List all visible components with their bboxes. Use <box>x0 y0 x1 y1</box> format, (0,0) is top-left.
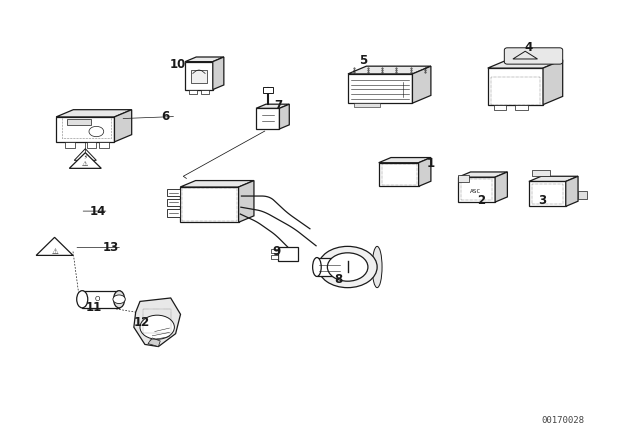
FancyBboxPatch shape <box>504 48 563 64</box>
Polygon shape <box>379 163 419 186</box>
Bar <box>271 249 278 253</box>
Polygon shape <box>180 187 239 222</box>
Polygon shape <box>566 176 578 207</box>
Polygon shape <box>348 74 412 103</box>
Bar <box>189 90 196 94</box>
Polygon shape <box>348 66 431 74</box>
Text: 14: 14 <box>90 205 106 218</box>
Polygon shape <box>529 176 578 181</box>
Bar <box>532 184 563 204</box>
Text: 9: 9 <box>273 246 281 258</box>
Polygon shape <box>543 60 563 105</box>
Text: 12: 12 <box>134 316 150 329</box>
Text: 1: 1 <box>426 157 435 170</box>
Polygon shape <box>458 177 495 202</box>
Circle shape <box>328 253 368 281</box>
Text: 8: 8 <box>334 273 342 286</box>
Bar <box>494 105 506 110</box>
Text: 6: 6 <box>161 110 170 123</box>
Polygon shape <box>56 110 132 117</box>
Bar <box>166 189 180 197</box>
Ellipse shape <box>312 258 321 276</box>
Text: 5: 5 <box>359 54 367 67</box>
Polygon shape <box>115 110 132 142</box>
Text: 13: 13 <box>103 241 119 254</box>
Polygon shape <box>495 172 508 202</box>
Polygon shape <box>148 338 160 347</box>
Polygon shape <box>256 104 289 108</box>
Polygon shape <box>488 68 543 105</box>
Polygon shape <box>239 181 254 222</box>
Text: ⚠: ⚠ <box>82 161 88 167</box>
Polygon shape <box>67 119 92 125</box>
Bar <box>65 142 75 148</box>
Ellipse shape <box>113 291 125 308</box>
Polygon shape <box>36 237 73 255</box>
Text: 00170028: 00170028 <box>541 416 584 425</box>
Text: ASC: ASC <box>470 189 481 194</box>
Text: ⚡: ⚡ <box>83 155 87 160</box>
Bar <box>263 86 273 94</box>
Text: 4: 4 <box>525 41 533 54</box>
Bar <box>99 142 109 148</box>
Ellipse shape <box>77 291 88 308</box>
Bar <box>458 175 469 182</box>
Bar <box>515 105 527 110</box>
Bar <box>271 255 278 259</box>
Polygon shape <box>212 57 224 90</box>
Bar <box>182 188 237 221</box>
Circle shape <box>318 246 377 288</box>
Bar <box>491 77 540 105</box>
Polygon shape <box>529 181 566 207</box>
Text: 2: 2 <box>477 194 485 207</box>
Text: 11: 11 <box>86 302 102 314</box>
Bar <box>191 70 207 83</box>
Text: 3: 3 <box>538 194 547 207</box>
Bar <box>202 90 209 94</box>
Polygon shape <box>134 298 180 347</box>
Bar <box>166 209 180 217</box>
Polygon shape <box>458 172 508 177</box>
Polygon shape <box>180 181 254 187</box>
Polygon shape <box>412 66 431 103</box>
Bar <box>278 247 298 261</box>
Bar <box>82 291 119 308</box>
Bar <box>62 117 111 138</box>
Bar <box>461 179 492 200</box>
Bar <box>143 309 171 332</box>
Bar <box>317 258 340 276</box>
Polygon shape <box>185 62 212 90</box>
Bar <box>578 191 588 199</box>
Polygon shape <box>280 104 289 129</box>
Polygon shape <box>256 108 280 129</box>
Polygon shape <box>69 153 101 168</box>
Polygon shape <box>56 117 115 142</box>
Bar <box>382 164 417 185</box>
Polygon shape <box>488 60 563 68</box>
Text: 7: 7 <box>274 99 282 112</box>
Polygon shape <box>185 57 224 62</box>
Text: O: O <box>95 296 100 302</box>
Bar <box>354 103 380 108</box>
Bar <box>86 142 97 148</box>
Bar <box>166 198 180 207</box>
Ellipse shape <box>372 246 382 288</box>
Circle shape <box>140 315 174 339</box>
Text: 10: 10 <box>170 58 186 71</box>
Polygon shape <box>419 158 431 186</box>
Polygon shape <box>379 158 431 163</box>
Bar <box>532 170 550 176</box>
Text: ⚠: ⚠ <box>51 246 58 256</box>
Circle shape <box>113 295 125 304</box>
